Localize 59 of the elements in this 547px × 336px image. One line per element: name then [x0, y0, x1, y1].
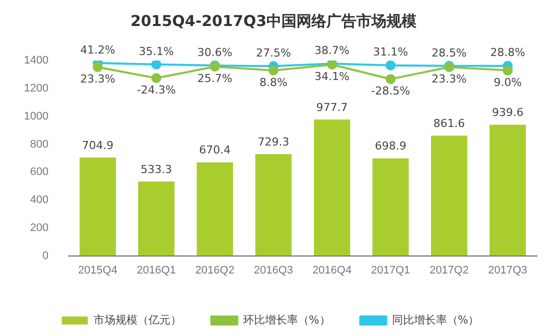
y-tick-label: 600: [30, 166, 48, 178]
x-tick-label: 2015Q4: [78, 264, 118, 276]
data-label: -24.3%: [136, 83, 176, 96]
bar: [255, 154, 292, 256]
data-label: 23.3%: [432, 72, 467, 86]
chart-title: 2015Q4-2017Q3中国网络广告市场规模: [129, 12, 418, 31]
point: [386, 60, 396, 70]
y-tick-label: 800: [30, 138, 48, 150]
x-tick-label: 2016Q3: [254, 264, 294, 276]
data-label: 38.7%: [314, 44, 350, 57]
data-label: 698.9: [374, 140, 406, 153]
y-tick-label: 400: [30, 194, 48, 206]
x-tick-label: 2016Q1: [136, 264, 176, 276]
point: [502, 65, 513, 76]
y-tick-label: 1400: [24, 54, 48, 67]
data-label: 8.8%: [259, 76, 288, 89]
data-label: 35.1%: [138, 44, 174, 58]
data-label: 41.2%: [80, 43, 116, 56]
point: [386, 74, 396, 84]
legend-label: 环比增长率（%）: [242, 313, 330, 326]
data-label: 30.6%: [197, 46, 232, 59]
bar: [80, 158, 116, 256]
data-label: 533.3: [140, 162, 172, 176]
y-tick-label: 200: [30, 222, 48, 234]
x-tick-label: 2016Q2: [195, 264, 234, 276]
bar: [372, 158, 409, 256]
legend-label: 同比增长率（%）: [392, 313, 480, 326]
data-label: 34.1%: [314, 70, 350, 84]
data-label: 939.6: [492, 106, 524, 120]
data-label: -28.5%: [371, 84, 410, 98]
data-label: 977.7: [316, 100, 348, 114]
point: [92, 62, 103, 72]
bar: [138, 181, 174, 256]
data-label: 23.3%: [80, 72, 116, 86]
y-tick-label: 0: [42, 250, 48, 262]
y-tick-label: 1000: [24, 110, 48, 122]
bar: [430, 136, 468, 256]
data-label: 861.6: [433, 117, 465, 130]
data-label: 704.9: [82, 138, 114, 152]
data-label: 670.4: [199, 144, 231, 157]
data-label: 31.1%: [373, 46, 408, 59]
data-label: 729.3: [258, 135, 290, 148]
point: [151, 60, 162, 70]
y-tick-label: 1200: [24, 82, 48, 95]
bar: [490, 124, 526, 256]
x-tick-label: 2016Q4: [312, 264, 352, 276]
data-label: 28.8%: [490, 46, 526, 60]
point: [268, 65, 278, 76]
data-label: 28.5%: [432, 46, 467, 60]
legend-label: 市场规模（亿元）: [93, 313, 182, 326]
data-label: 27.5%: [256, 46, 291, 60]
x-tick-label: 2017Q3: [488, 264, 528, 276]
data-label: 9.0%: [494, 76, 522, 89]
x-tick-label: 2017Q1: [371, 264, 410, 276]
data-label: 25.7%: [197, 72, 232, 85]
x-tick-label: 2017Q2: [430, 264, 469, 276]
bar: [314, 119, 350, 256]
bar: [196, 162, 234, 256]
point: [151, 73, 162, 84]
